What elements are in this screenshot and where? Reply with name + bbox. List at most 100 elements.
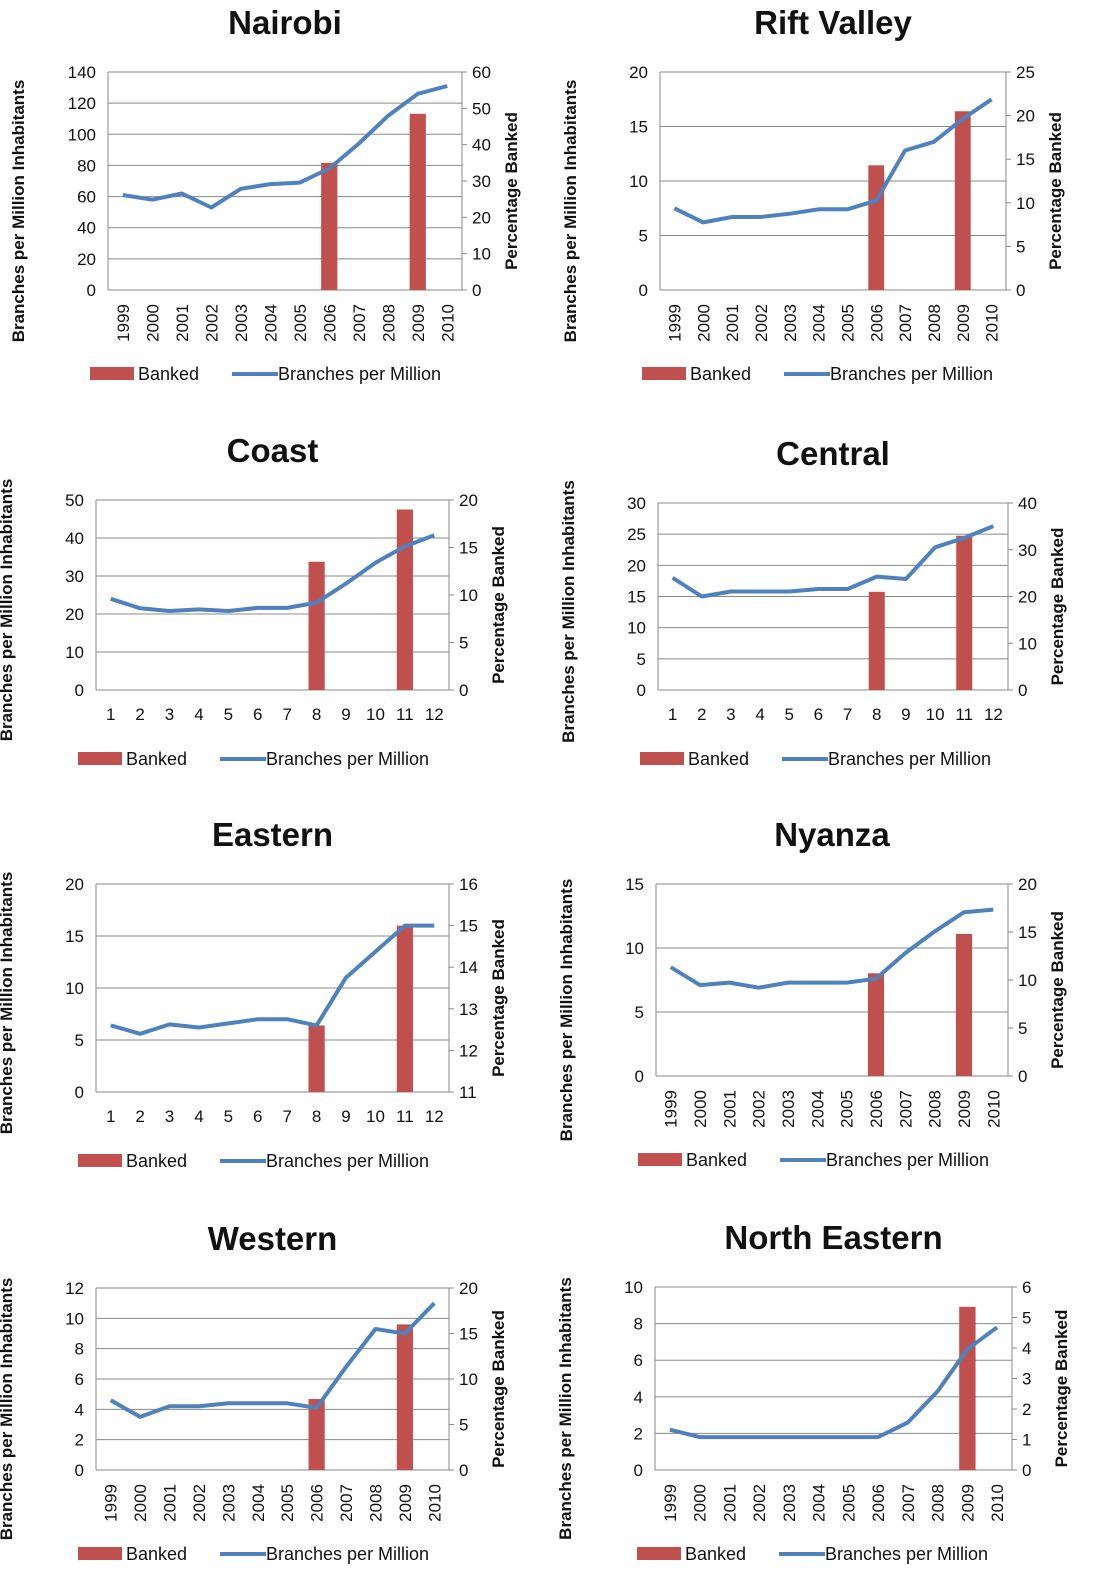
y-axis-title-left: Branches per Million Inhabitants xyxy=(0,479,16,742)
legend-swatch-banked xyxy=(640,752,684,765)
y-tick-right: 20 xyxy=(472,208,491,227)
line-branches-per-million xyxy=(669,1325,999,1440)
y-tick-right: 20 xyxy=(1018,588,1037,607)
x-tick: 2008 xyxy=(379,304,398,342)
x-tick: 2 xyxy=(697,705,706,724)
y-tick-right: 15 xyxy=(459,539,478,558)
y-axis-title-left: Branches per Million Inhabitants xyxy=(557,879,576,1142)
y-axis-title-right: Percentage Banked xyxy=(489,919,508,1077)
y-tick-right: 10 xyxy=(472,245,491,264)
y-tick-left: 40 xyxy=(65,529,84,548)
y-tick-right: 16 xyxy=(459,875,478,894)
x-tick: 2008 xyxy=(925,304,944,342)
y-tick-right: 10 xyxy=(1018,634,1037,653)
y-axis-title-left: Branches per Million Inhabitants xyxy=(556,1277,575,1540)
y-tick-left: 10 xyxy=(624,1278,643,1297)
y-tick-left: 0 xyxy=(75,1461,84,1480)
legend-swatch-banked xyxy=(78,1547,122,1560)
line-branches-per-million xyxy=(671,524,995,599)
y-tick-left: 80 xyxy=(77,156,96,175)
y-tick-right: 4 xyxy=(1022,1339,1031,1358)
x-tick: 5 xyxy=(224,1107,233,1126)
y-tick-right: 5 xyxy=(1018,1019,1027,1038)
y-tick-left: 4 xyxy=(75,1400,84,1419)
x-tick: 11 xyxy=(396,705,414,724)
y-tick-right: 15 xyxy=(1018,923,1037,942)
x-tick: 2009 xyxy=(409,304,428,342)
x-tick: 1999 xyxy=(662,1090,681,1128)
y-tick-left: 140 xyxy=(68,63,96,82)
y-tick-left: 20 xyxy=(77,250,96,269)
y-tick-left: 0 xyxy=(639,281,648,300)
x-tick: 2003 xyxy=(780,1484,799,1522)
x-tick: 2007 xyxy=(896,304,915,342)
x-tick: 2000 xyxy=(691,1090,710,1128)
x-tick: 4 xyxy=(194,1107,203,1126)
y-axis-title-right: Percentage Banked xyxy=(502,112,521,270)
x-tick: 2007 xyxy=(350,304,369,342)
y-tick-right: 5 xyxy=(1022,1309,1031,1328)
y-tick-left: 20 xyxy=(627,556,646,575)
legend-label-branches: Branches per Million xyxy=(828,749,991,769)
x-tick: 2004 xyxy=(249,1484,268,1522)
x-tick: 2000 xyxy=(143,304,162,342)
y-tick-left: 10 xyxy=(629,172,648,191)
legend-label-banked: Banked xyxy=(126,1151,187,1171)
x-tick: 2 xyxy=(135,1107,144,1126)
legend-label-branches: Branches per Million xyxy=(830,364,993,384)
bar-banked xyxy=(308,1399,325,1470)
x-tick: 8 xyxy=(872,705,881,724)
x-tick: 9 xyxy=(341,705,350,724)
y-tick-right: 14 xyxy=(459,958,478,977)
line-branches-per-million xyxy=(110,923,435,1036)
y-tick-left: 15 xyxy=(629,118,648,137)
x-tick: 2002 xyxy=(190,1484,209,1522)
x-tick: 2002 xyxy=(752,304,771,342)
x-tick: 2009 xyxy=(955,1090,974,1128)
y-tick-right: 10 xyxy=(459,586,478,605)
x-tick: 2001 xyxy=(161,1484,180,1522)
y-tick-left: 120 xyxy=(68,94,96,113)
x-tick: 2009 xyxy=(958,1484,977,1522)
chart-panel: Nyanza 0 5 10 15 0 5 10 15 20 1999 2000 2001 2002 2003… xyxy=(557,816,1067,1170)
x-tick: 2010 xyxy=(425,1484,444,1522)
x-tick: 4 xyxy=(194,705,203,724)
x-tick: 2010 xyxy=(988,1484,1007,1522)
bar-banked xyxy=(954,111,971,291)
y-tick-right: 5 xyxy=(459,1416,468,1435)
x-tick: 2010 xyxy=(983,304,1002,342)
x-tick: 2004 xyxy=(810,1484,829,1522)
y-tick-left: 5 xyxy=(637,650,646,669)
y-axis-title-right: Percentage Banked xyxy=(489,526,508,684)
y-tick-left: 10 xyxy=(625,939,644,958)
chart-title: Nairobi xyxy=(228,4,342,41)
y-axis-title-right: Percentage Banked xyxy=(1048,911,1067,1069)
x-tick: 10 xyxy=(366,1107,385,1126)
y-tick-left: 6 xyxy=(75,1370,84,1389)
x-tick: 11 xyxy=(396,1107,414,1126)
bar-banked xyxy=(868,165,885,290)
bar-banked xyxy=(308,561,325,690)
y-tick-left: 4 xyxy=(634,1388,643,1407)
y-tick-left: 8 xyxy=(634,1315,643,1334)
x-tick: 7 xyxy=(282,705,291,724)
x-tick: 9 xyxy=(901,705,910,724)
x-tick: 3 xyxy=(165,705,174,724)
x-tick: 2005 xyxy=(838,304,857,342)
x-tick: 2002 xyxy=(750,1090,769,1128)
bar-banked xyxy=(956,535,973,690)
y-tick-left: 6 xyxy=(634,1351,643,1370)
x-tick: 1999 xyxy=(114,304,133,342)
y-axis-title-left: Branches per Million Inhabitants xyxy=(0,1278,16,1541)
x-tick: 10 xyxy=(366,705,385,724)
x-tick: 11 xyxy=(955,705,973,724)
bar-banked xyxy=(396,1324,413,1470)
legend-label-banked: Banked xyxy=(685,1544,746,1564)
line-branches-per-million xyxy=(122,84,448,210)
x-tick: 2010 xyxy=(438,304,457,342)
y-tick-right: 10 xyxy=(459,1370,478,1389)
